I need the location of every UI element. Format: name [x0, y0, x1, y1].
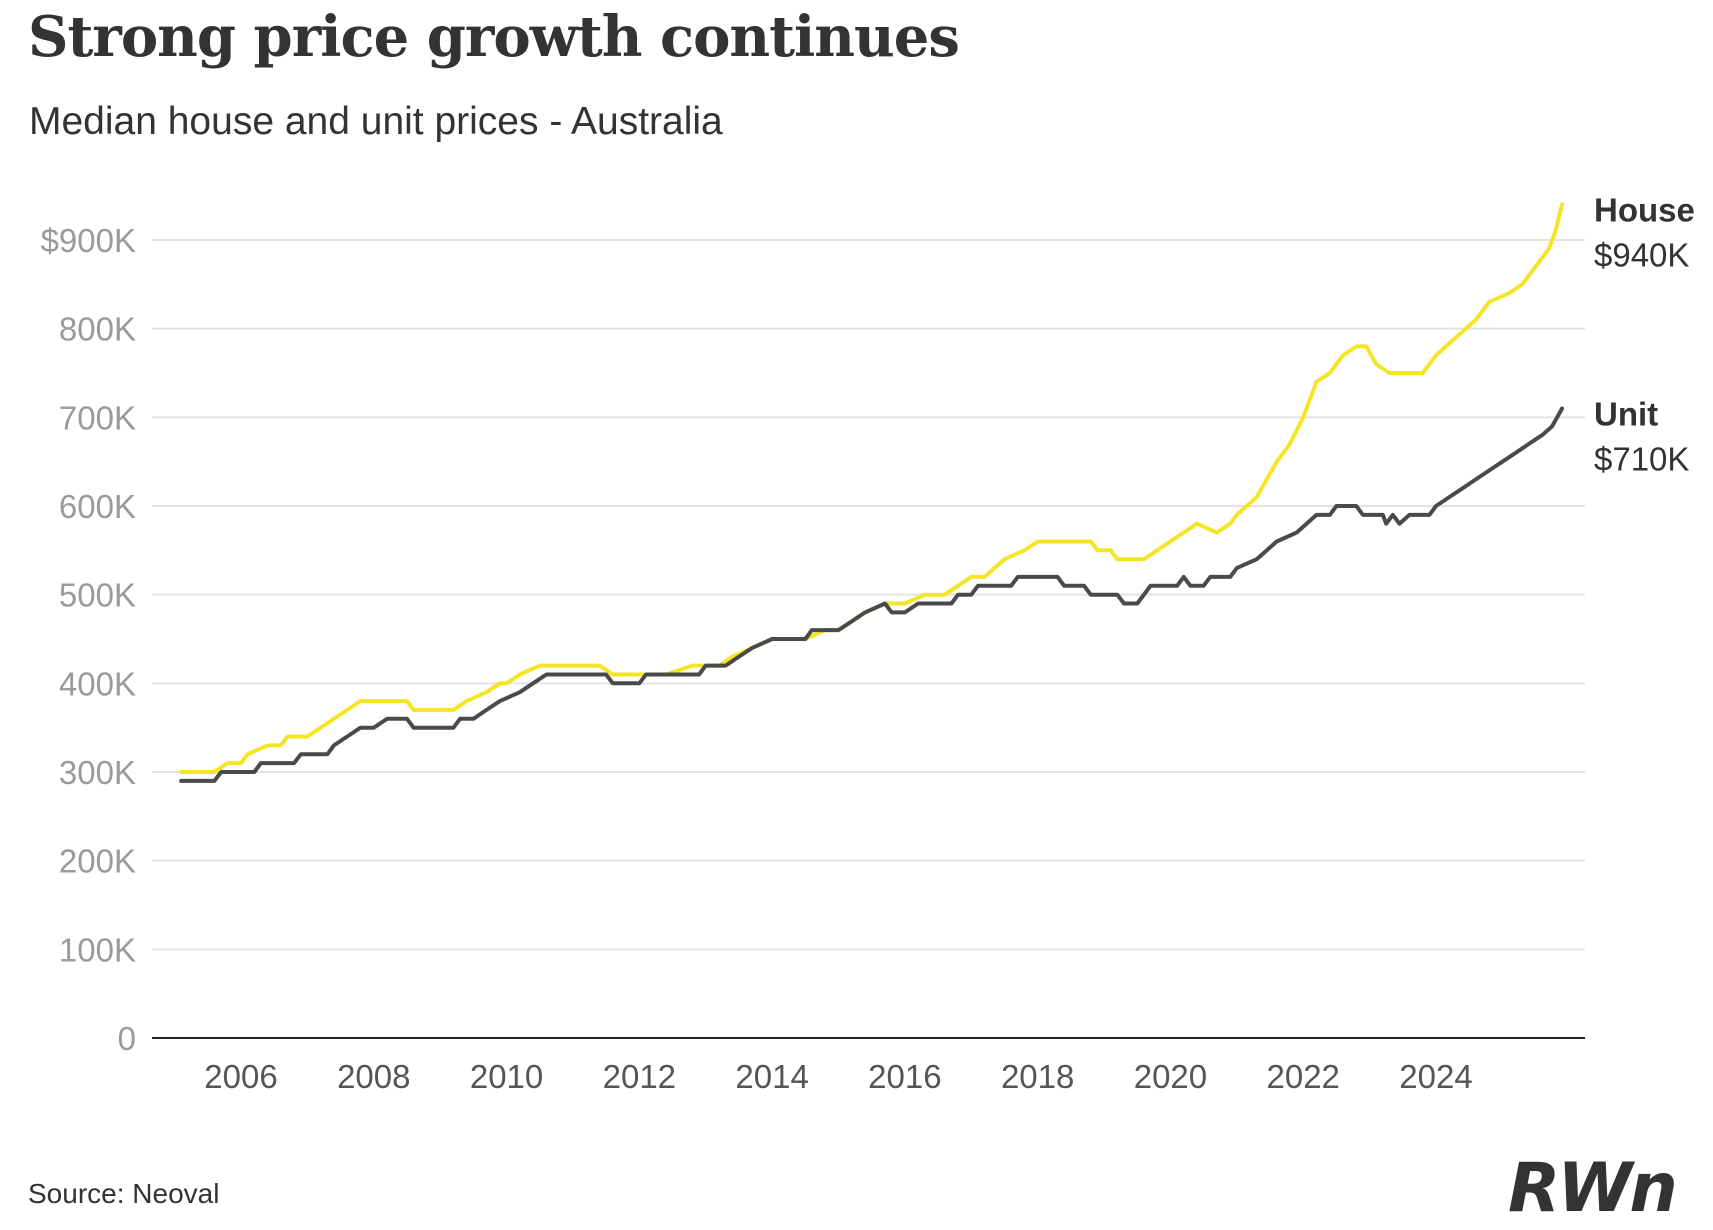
series-value-label-unit: $710K: [1594, 440, 1689, 477]
x-tick-label: 2022: [1267, 1058, 1340, 1095]
y-tick-label: 700K: [59, 399, 136, 436]
x-tick-label: 2020: [1134, 1058, 1207, 1095]
series-value-label-house: $940K: [1594, 237, 1689, 274]
y-tick-label: 300K: [59, 754, 136, 791]
y-tick-label: 100K: [59, 931, 136, 968]
chart-title: Strong price growth continues: [28, 4, 960, 70]
chart-subtitle: Median house and unit prices - Australia: [29, 100, 723, 143]
x-tick-label: 2012: [603, 1058, 676, 1095]
source-note: Source: Neoval: [28, 1178, 220, 1209]
y-tick-label: 500K: [59, 577, 136, 614]
x-tick-label: 2014: [735, 1058, 808, 1095]
x-tick-label: 2008: [337, 1058, 410, 1095]
x-tick-label: 2024: [1399, 1058, 1472, 1095]
y-tick-label: 800K: [59, 311, 136, 348]
series-name-label-unit: Unit: [1594, 395, 1658, 432]
y-tick-label: 0: [118, 1020, 136, 1057]
rwn-logo: RWn: [1508, 1149, 1678, 1225]
y-tick-label: 600K: [59, 488, 136, 525]
x-tick-label: 2016: [868, 1058, 941, 1095]
x-tick-label: 2006: [204, 1058, 277, 1095]
svg-text:RWn: RWn: [1508, 1149, 1675, 1225]
x-tick-label: 2010: [470, 1058, 543, 1095]
series-line-unit: [179, 406, 1565, 783]
y-tick-label: $900K: [41, 222, 136, 259]
series-name-label-house: House: [1594, 192, 1695, 229]
series-line-house: [179, 202, 1565, 774]
y-tick-label: 400K: [59, 665, 136, 702]
x-tick-label: 2018: [1001, 1058, 1074, 1095]
y-tick-label: 200K: [59, 843, 136, 880]
